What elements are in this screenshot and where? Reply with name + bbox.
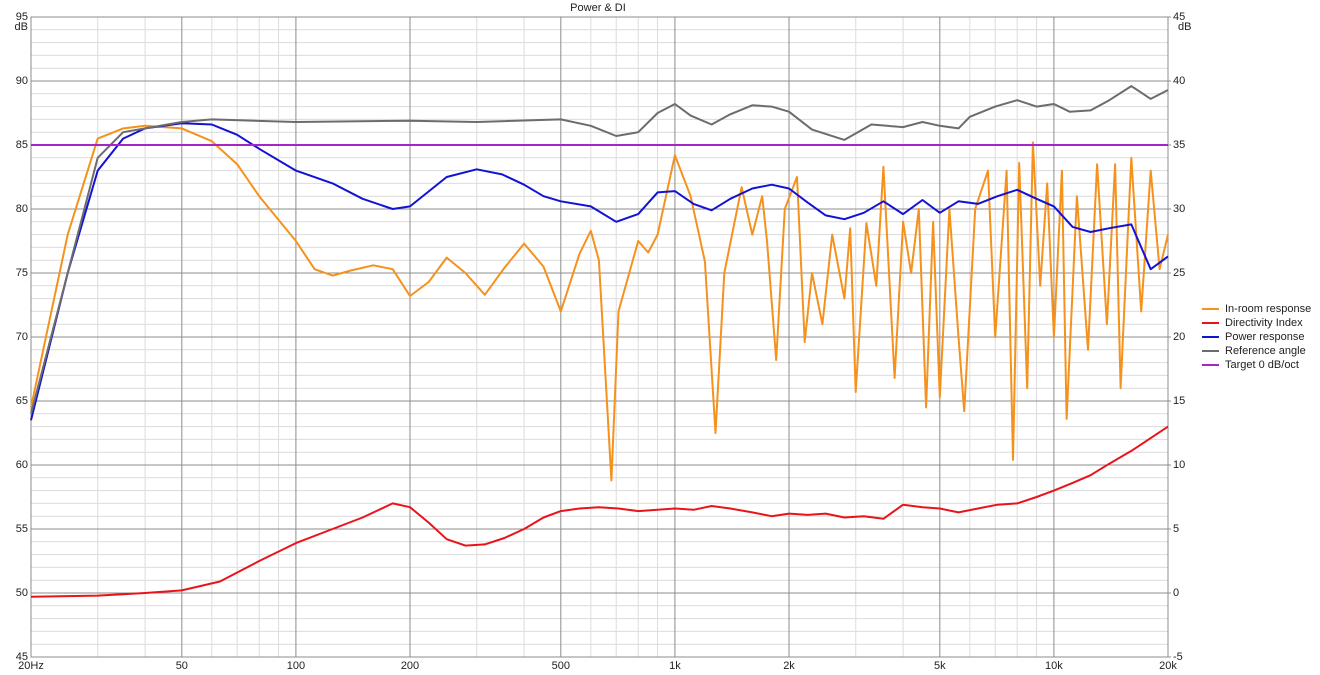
y2-unit: dB (1178, 21, 1191, 33)
legend-label: Power response (1225, 331, 1305, 343)
y2-tick-label: 5 (1173, 523, 1179, 535)
y-tick-label: 90 (16, 75, 28, 87)
x-tick-label: 5k (934, 660, 946, 672)
series-line (30, 85, 1169, 415)
x-tick-label: 200 (401, 660, 419, 672)
y-tick-label: 80 (16, 203, 28, 215)
x-tick-label: 50 (176, 660, 188, 672)
y2-tick-label: 40 (1173, 75, 1185, 87)
y-tick-label: 85 (16, 139, 28, 151)
series-line (30, 122, 1169, 421)
y-tick-label: 70 (16, 331, 28, 343)
x-tick-label: 2k (783, 660, 795, 672)
y-tick-label: 50 (16, 587, 28, 599)
y-tick-label: 45 (16, 651, 28, 663)
y-tick-label: 75 (16, 267, 28, 279)
x-tick-label: 10k (1045, 660, 1063, 672)
y-tick-label: 60 (16, 459, 28, 471)
y-unit: dB (15, 21, 28, 33)
x-tick-label: 500 (552, 660, 570, 672)
legend-label: Target 0 dB/oct (1225, 359, 1299, 371)
chart-title: Power & DI (570, 2, 626, 14)
x-tick-label: 20Hz (18, 660, 44, 672)
plot-frame (30, 16, 1169, 658)
legend-label: Directivity Index (1225, 317, 1303, 329)
y2-tick-label: 15 (1173, 395, 1185, 407)
y2-tick-label: 35 (1173, 139, 1185, 151)
series-line (30, 124, 1169, 482)
x-tick-label: 1k (669, 660, 681, 672)
y2-tick-label: 25 (1173, 267, 1185, 279)
legend-label: In-room response (1225, 303, 1311, 315)
x-tick-label: 20k (1159, 660, 1177, 672)
y-tick-label: 55 (16, 523, 28, 535)
y2-tick-label: 20 (1173, 331, 1185, 343)
y2-tick-label: -5 (1173, 651, 1183, 663)
y2-tick-label: 0 (1173, 587, 1179, 599)
legend-label: Reference angle (1225, 345, 1306, 357)
y-tick-label: 65 (16, 395, 28, 407)
x-tick-label: 100 (287, 660, 305, 672)
y2-tick-label: 30 (1173, 203, 1185, 215)
y-tick-label: 95 (16, 11, 28, 23)
series-line (30, 425, 1169, 598)
y2-tick-label: 45 (1173, 11, 1185, 23)
y2-tick-label: 10 (1173, 459, 1185, 471)
